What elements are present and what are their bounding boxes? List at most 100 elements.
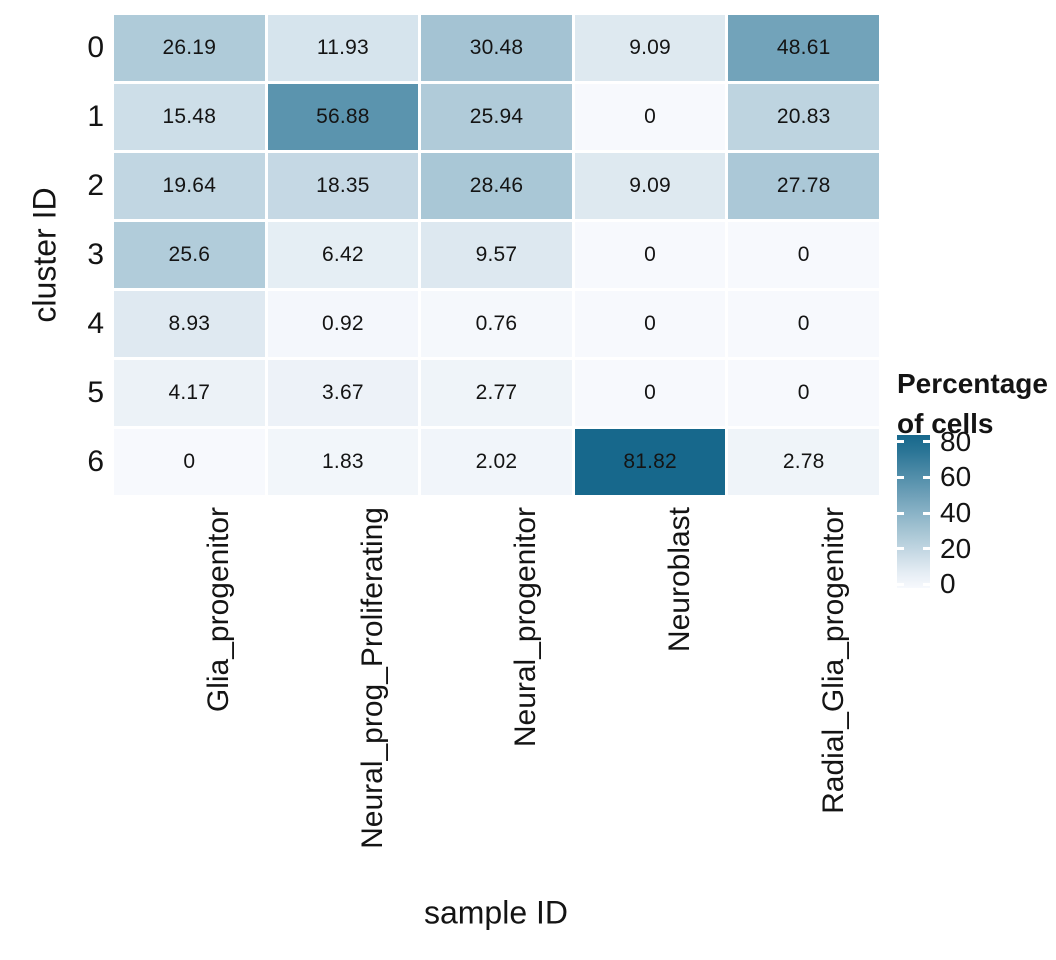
heatmap-cell-value: 9.09 bbox=[629, 174, 671, 197]
heatmap-cell: 0 bbox=[574, 222, 726, 288]
heatmap-cell-value: 28.46 bbox=[469, 174, 524, 197]
heatmap-cell-value: 1.83 bbox=[322, 450, 364, 473]
heatmap-cell-value: 25.6 bbox=[168, 243, 211, 266]
heatmap-cell-value: 0 bbox=[797, 312, 810, 335]
heatmap-cell: 11.93 bbox=[267, 15, 419, 81]
heatmap-cell: 2.77 bbox=[421, 360, 572, 426]
heatmap-cell: 2.78 bbox=[728, 429, 879, 495]
legend-title-line: of cells bbox=[897, 408, 994, 439]
x-tick-label: Glia_progenitor bbox=[202, 507, 236, 713]
y-tick-label: 1 bbox=[87, 100, 104, 133]
heatmap-cell-value: 0 bbox=[797, 243, 810, 266]
heatmap-cell: 25.94 bbox=[421, 84, 572, 150]
heatmap-cell-value: 0.92 bbox=[322, 312, 364, 335]
heatmap-cell: 20.83 bbox=[728, 84, 879, 150]
heatmap-cell: 1.83 bbox=[267, 429, 419, 495]
heatmap-cell-value: 0 bbox=[183, 450, 196, 473]
legend-tick-mark bbox=[897, 475, 904, 479]
heatmap-cell-value: 30.48 bbox=[469, 36, 524, 59]
legend-tick-label: 80 bbox=[940, 425, 972, 457]
y-tick-label: 4 bbox=[87, 307, 104, 340]
heatmap-cell-value: 0 bbox=[644, 312, 657, 335]
heatmap-cell: 0.76 bbox=[421, 291, 572, 357]
heatmap-cell: 15.48 bbox=[114, 84, 265, 150]
x-axis-title: sample ID bbox=[423, 894, 569, 931]
legend-tick-mark bbox=[923, 547, 930, 551]
heatmap-cell-value: 8.93 bbox=[168, 312, 211, 335]
y-tick-label: 6 bbox=[87, 445, 104, 478]
y-tick-label: 5 bbox=[87, 376, 104, 409]
heatmap-cell-value: 20.83 bbox=[776, 105, 831, 128]
x-tick-label: Neuroblast bbox=[663, 507, 697, 653]
heatmap-cell: 4.17 bbox=[114, 360, 265, 426]
legend-tick-mark bbox=[897, 547, 904, 551]
heatmap-cell-value: 48.61 bbox=[776, 36, 831, 59]
heatmap-cell: 28.46 bbox=[421, 153, 572, 219]
heatmap-cell: 25.6 bbox=[114, 222, 265, 288]
heatmap-cell: 48.61 bbox=[728, 15, 879, 81]
heatmap-cell-value: 18.35 bbox=[316, 174, 370, 197]
heatmap-cell: 0 bbox=[728, 222, 879, 288]
heatmap-cell: 0 bbox=[728, 291, 879, 357]
legend-colorbar bbox=[897, 435, 930, 588]
legend-title: Percentage of cells bbox=[897, 364, 1048, 444]
legend-tick-label: 0 bbox=[940, 568, 956, 600]
x-tick-label: Radial_Glia_progenitor bbox=[816, 507, 850, 814]
heatmap-cell: 6.42 bbox=[267, 222, 419, 288]
heatmap-cell-value: 27.78 bbox=[776, 174, 831, 197]
legend-tick-mark bbox=[897, 440, 904, 444]
x-tick-label: Neural_prog_Proliferating bbox=[355, 507, 389, 849]
heatmap-cell-value: 26.19 bbox=[162, 36, 217, 59]
legend-tick-mark bbox=[923, 475, 930, 479]
heatmap-cell: 3.67 bbox=[267, 360, 419, 426]
legend-title-line: Percentage bbox=[897, 368, 1048, 399]
heatmap-cell-value: 2.02 bbox=[475, 450, 518, 473]
heatmap-cell-value: 0 bbox=[644, 243, 657, 266]
heatmap-cell-value: 11.93 bbox=[316, 36, 369, 59]
heatmap-cell: 0.92 bbox=[267, 291, 419, 357]
heatmap-cell-value: 2.77 bbox=[475, 381, 518, 404]
heatmap-cell-value: 6.42 bbox=[322, 243, 364, 266]
heatmap-cell: 0 bbox=[728, 360, 879, 426]
heatmap-cell: 56.88 bbox=[267, 84, 419, 150]
heatmap-cell: 9.09 bbox=[574, 15, 726, 81]
heatmap-cell-value: 4.17 bbox=[168, 381, 211, 404]
heatmap-cell: 30.48 bbox=[421, 15, 572, 81]
legend-tick-label: 60 bbox=[940, 461, 972, 493]
heatmap-cell: 0 bbox=[574, 291, 726, 357]
heatmap-cell-value: 2.78 bbox=[782, 450, 825, 473]
legend-tick-mark bbox=[923, 582, 930, 586]
heatmap-cell-value: 0.76 bbox=[475, 312, 518, 335]
heatmap-cell-value: 0 bbox=[797, 381, 810, 404]
legend-tick-label: 40 bbox=[940, 497, 972, 529]
x-tick-label: Neural_progenitor bbox=[509, 507, 543, 748]
heatmap-cell: 0 bbox=[574, 360, 726, 426]
heatmap-cell: 9.09 bbox=[574, 153, 726, 219]
heatmap-cell: 0 bbox=[114, 429, 265, 495]
heatmap-cell: 9.57 bbox=[421, 222, 572, 288]
heatmap-cell: 0 bbox=[574, 84, 726, 150]
y-tick-label: 0 bbox=[87, 31, 104, 64]
heatmap-cell: 27.78 bbox=[728, 153, 879, 219]
heatmap-cell: 18.35 bbox=[267, 153, 419, 219]
heatmap-cell: 2.02 bbox=[421, 429, 572, 495]
heatmap-cell: 19.64 bbox=[114, 153, 265, 219]
heatmap-cell-value: 9.57 bbox=[475, 243, 518, 266]
heatmap-cell-value: 0 bbox=[644, 105, 657, 128]
y-tick-label: 2 bbox=[87, 169, 104, 202]
y-tick-label: 3 bbox=[87, 238, 104, 271]
legend-tick-mark bbox=[923, 440, 930, 444]
heatmap-cell-value: 81.82 bbox=[623, 450, 677, 473]
legend-tick-mark bbox=[897, 511, 904, 515]
heatmap-cell-value: 25.94 bbox=[469, 105, 524, 128]
heatmap-cell: 8.93 bbox=[114, 291, 265, 357]
legend-tick-mark bbox=[923, 511, 930, 515]
heatmap-cell: 81.82 bbox=[574, 429, 726, 495]
heatmap-cell-value: 0 bbox=[644, 381, 657, 404]
heatmap-cell-value: 56.88 bbox=[316, 105, 370, 128]
heatmap-grid: 26.19 11.93 30.48 9.09 48.61 15.48 56.88 25.94 0… bbox=[114, 15, 879, 495]
heatmap-cell-value: 3.67 bbox=[322, 381, 364, 404]
legend-tick-label: 20 bbox=[940, 532, 972, 564]
heatmap-cell-value: 19.64 bbox=[162, 174, 217, 197]
